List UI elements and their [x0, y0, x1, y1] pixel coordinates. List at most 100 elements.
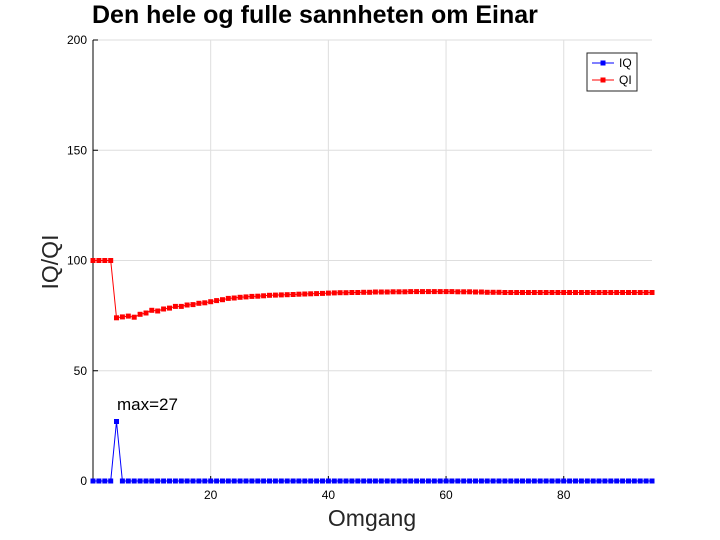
- data-point-qi: [502, 290, 508, 295]
- data-point-qi: [296, 291, 302, 297]
- data-point-iq: [167, 478, 172, 484]
- data-point-iq: [573, 478, 578, 484]
- data-point-iq: [643, 478, 649, 484]
- legend-marker-iq: [600, 60, 606, 66]
- data-point-qi: [96, 258, 102, 263]
- data-point-qi: [396, 289, 402, 295]
- data-point-iq: [514, 478, 520, 484]
- data-point-iq: [108, 478, 114, 484]
- data-point-iq: [249, 478, 255, 484]
- data-point-iq: [631, 478, 637, 484]
- data-point-qi: [343, 290, 349, 296]
- data-point-iq: [267, 478, 272, 484]
- data-point-iq: [484, 478, 490, 484]
- data-point-qi: [596, 290, 602, 295]
- data-point-qi: [473, 289, 478, 295]
- data-point-qi: [614, 290, 620, 295]
- data-point-qi: [372, 289, 378, 295]
- data-point-iq: [131, 478, 137, 484]
- data-point-iq: [331, 478, 337, 484]
- data-point-qi: [114, 315, 119, 321]
- data-point-qi: [378, 289, 384, 295]
- data-point-iq: [384, 478, 390, 484]
- series-layer: [90, 258, 655, 484]
- data-point-qi: [278, 292, 284, 298]
- data-point-iq: [549, 478, 555, 484]
- data-point-qi: [272, 292, 278, 298]
- data-point-qi: [490, 289, 496, 295]
- data-point-qi: [467, 289, 473, 295]
- data-point-iq: [402, 478, 408, 484]
- data-point-qi: [425, 289, 431, 295]
- data-point-qi: [384, 289, 390, 295]
- data-point-qi: [337, 290, 343, 296]
- x-tick-label: 60: [439, 488, 453, 502]
- data-point-qi: [555, 290, 561, 295]
- data-point-qi: [237, 294, 243, 300]
- data-point-qi: [284, 292, 290, 298]
- data-point-iq: [584, 478, 590, 484]
- legend: IQ QI: [586, 52, 638, 92]
- data-point-qi: [355, 290, 361, 295]
- x-tick-label: 80: [557, 488, 571, 502]
- data-point-qi: [267, 292, 272, 298]
- data-point-iq: [555, 478, 561, 484]
- data-point-iq: [478, 478, 484, 484]
- data-point-qi: [161, 306, 167, 312]
- data-point-qi: [543, 290, 549, 295]
- data-point-iq: [149, 478, 155, 484]
- data-point-iq: [343, 478, 349, 484]
- data-point-iq: [590, 478, 596, 484]
- data-point-iq: [155, 478, 161, 484]
- data-point-iq: [467, 478, 473, 484]
- data-point-qi: [302, 291, 308, 297]
- data-point-iq: [196, 478, 202, 484]
- data-point-iq: [308, 478, 314, 484]
- data-point-iq: [602, 478, 608, 484]
- data-point-qi: [549, 290, 555, 295]
- data-point-iq: [378, 478, 384, 484]
- data-point-iq: [296, 478, 302, 484]
- data-point-iq: [243, 478, 249, 484]
- data-point-qi: [349, 290, 355, 295]
- chart-title: Den hele og fulle sannheten om Einar: [92, 1, 538, 29]
- y-tick-label: 200: [67, 33, 87, 47]
- data-point-qi: [443, 289, 449, 295]
- data-point-iq: [137, 478, 143, 484]
- data-point-iq: [372, 478, 378, 484]
- data-point-qi: [637, 290, 643, 295]
- data-point-qi: [167, 305, 172, 311]
- data-point-iq: [337, 478, 343, 484]
- legend-marker-qi: [600, 77, 606, 83]
- data-point-qi: [484, 289, 490, 295]
- data-point-iq: [496, 478, 502, 484]
- data-point-qi: [208, 299, 214, 305]
- data-point-qi: [514, 290, 520, 295]
- data-point-iq: [184, 478, 190, 484]
- data-point-iq: [414, 478, 420, 484]
- data-point-qi: [496, 289, 502, 295]
- x-axis-label: Omgang: [328, 505, 416, 531]
- data-point-iq: [537, 478, 543, 484]
- data-point-iq: [567, 478, 573, 484]
- data-point-qi: [437, 289, 443, 295]
- data-point-iq: [502, 478, 508, 484]
- data-point-qi: [402, 289, 408, 295]
- data-point-iq: [278, 478, 284, 484]
- data-point-qi: [449, 289, 455, 295]
- data-point-iq: [261, 478, 267, 484]
- data-point-iq: [396, 478, 402, 484]
- y-axis-label: IQ/QI: [37, 235, 63, 290]
- data-point-qi: [590, 290, 596, 295]
- data-point-qi: [184, 302, 190, 308]
- data-point-qi: [584, 290, 590, 295]
- data-point-iq: [367, 478, 373, 484]
- data-point-qi: [573, 290, 578, 295]
- data-point-qi: [325, 290, 331, 296]
- data-point-qi: [631, 290, 637, 295]
- max-annotation: max=27: [117, 395, 178, 414]
- data-point-iq: [125, 478, 131, 484]
- data-point-qi: [102, 258, 108, 263]
- data-point-qi: [149, 307, 155, 313]
